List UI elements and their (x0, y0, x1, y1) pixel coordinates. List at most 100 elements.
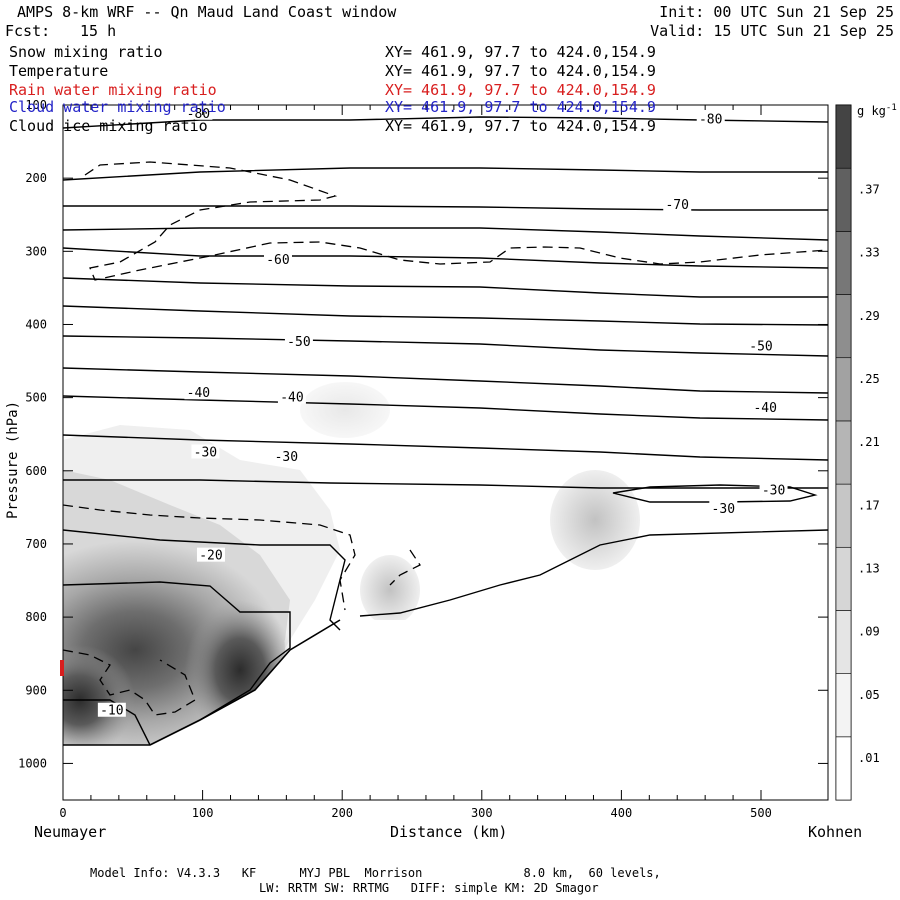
isotherm-label-bg (696, 111, 725, 126)
colorbar-swatch (835, 483, 852, 548)
valid-time: Valid: 15 UTC Sun 21 Sep 25 (650, 22, 894, 40)
isotherm-label: -30 (275, 450, 298, 465)
colorbar-swatch (835, 104, 852, 169)
isotherm-label: -40 (187, 386, 210, 401)
colorbar-swatch (835, 167, 852, 232)
y-tick-label: 1000 (18, 756, 47, 770)
chart-title: AMPS 8-km WRF -- Qn Maud Land Coast wind… (17, 3, 397, 21)
colorbar-swatch (835, 610, 852, 674)
isotherm-70b (63, 227, 828, 241)
colorbar-label: .37 (858, 182, 880, 196)
y-tick-label: 600 (25, 464, 47, 478)
colorbar-label: .01 (858, 751, 880, 765)
y-tick-label: 700 (25, 537, 47, 551)
isotherm-45 (63, 395, 828, 421)
isotherm-60b (63, 305, 828, 326)
isotherm-label: -40 (753, 401, 776, 416)
isotherm-35 (63, 479, 828, 489)
colorbar-swatch (835, 294, 852, 359)
isotherm-label-bg (184, 105, 213, 120)
isotherm-label-bg (746, 338, 775, 353)
field-xy-cloud-ice: XY= 461.9, 97.7 to 424.0,154.9 (385, 117, 656, 135)
colorbar-label: .13 (858, 562, 880, 576)
ice-contour-lower (63, 504, 356, 611)
isotherm-label: -70 (665, 198, 688, 213)
init-time: Init: 00 UTC Sun 21 Sep 25 (659, 3, 894, 21)
isotherm-55 (63, 335, 828, 357)
colorbar-swatch (835, 673, 852, 738)
x-axis-label: Distance (km) (390, 823, 508, 841)
isotherm-label-bg (751, 399, 780, 414)
isotherm-label: -50 (287, 335, 310, 350)
colorbar-label: .33 (858, 246, 880, 260)
ice-contour-mid (389, 549, 421, 586)
isotherm-label: -80 (187, 107, 210, 122)
isotherm-label-bg (277, 389, 306, 404)
y-axis-label: Pressure (hPa) (5, 401, 21, 519)
ice-contour-bottom (63, 649, 196, 716)
colorbar-label: .25 (858, 372, 880, 386)
forecast-value: 15 h (80, 22, 117, 40)
isotherm-label-bg (184, 385, 213, 400)
isotherm-25 (63, 529, 828, 631)
colorbar-swatch (835, 231, 852, 295)
y-tick-label: 100 (25, 98, 47, 112)
isotherm-label: -30 (712, 502, 735, 517)
colorbar-swatch (835, 736, 852, 801)
field-xy-cloud-water: XY= 461.9, 97.7 to 424.0,154.9 (385, 98, 656, 116)
isotherm-60a (63, 277, 828, 298)
x-axis-right-label: Kohnen (808, 823, 863, 841)
colorbar-unit-text: g kg (857, 104, 886, 118)
isotherm-label-bg (284, 334, 313, 349)
x-tick-label: 500 (750, 806, 772, 820)
colorbar-label: .29 (858, 309, 880, 323)
colorbar-label: .09 (858, 625, 880, 639)
isotherm-65 (63, 247, 828, 269)
isotherm-50 (63, 367, 828, 394)
rain-marker (60, 660, 64, 676)
isotherm-label: -80 (699, 113, 722, 128)
isotherm-75 (63, 167, 828, 181)
field-xy-temperature: XY= 461.9, 97.7 to 424.0,154.9 (385, 62, 656, 80)
isotherm-label: -60 (266, 253, 289, 268)
x-tick-label: 200 (331, 806, 353, 820)
field-name-cloud-ice: Cloud ice mixing ratio (9, 117, 208, 135)
terrain-mask-slope (150, 620, 828, 800)
colorbar-swatch (835, 357, 852, 422)
colorbar-swatch (835, 420, 852, 485)
isotherm-70a (63, 205, 828, 211)
forecast-label: Fcst: (5, 22, 51, 40)
field-xy-rain: XY= 461.9, 97.7 to 424.0,154.9 (385, 81, 656, 99)
x-tick-label: 300 (471, 806, 493, 820)
isotherm-label: -30 (194, 446, 217, 461)
terrain-surface (63, 619, 341, 746)
snow-upper-patch (300, 382, 390, 438)
isotherm-40 (63, 434, 828, 461)
isotherm-30-closed (612, 484, 818, 503)
isotherm-label: -10 (100, 704, 123, 719)
isotherm-label-bg (709, 500, 738, 515)
snow-mid-patch (360, 555, 420, 625)
y-tick-label: 300 (25, 244, 47, 258)
field-name-rain: Rain water mixing ratio (9, 81, 217, 99)
y-tick-label: 800 (25, 610, 47, 624)
colorbar-unit: g kg-1 (857, 101, 897, 118)
colorbar-label: .05 (858, 688, 880, 702)
isotherm-label: -50 (749, 339, 772, 354)
model-info-physics: LW: RRTM SW: RRTMG DIFF: simple KM: 2D S… (259, 881, 599, 895)
y-tick-label: 200 (25, 171, 47, 185)
ice-contour-upper (84, 161, 828, 281)
x-tick-label: 0 (59, 806, 66, 820)
y-tick-label: 900 (25, 683, 47, 697)
colorbar-label: .17 (858, 498, 880, 512)
field-name-cloud-water: Cloud water mixing ratio (9, 98, 226, 116)
isotherm-label-bg (759, 482, 788, 497)
isotherm-label-bg (97, 702, 126, 717)
isotherm-label-bg (263, 252, 292, 267)
y-tick-label: 500 (25, 391, 47, 405)
x-tick-label: 100 (192, 806, 214, 820)
isotherm-label-bg (663, 197, 692, 212)
snow-right-patch (550, 470, 640, 570)
x-axis-left-label: Neumayer (34, 823, 107, 841)
